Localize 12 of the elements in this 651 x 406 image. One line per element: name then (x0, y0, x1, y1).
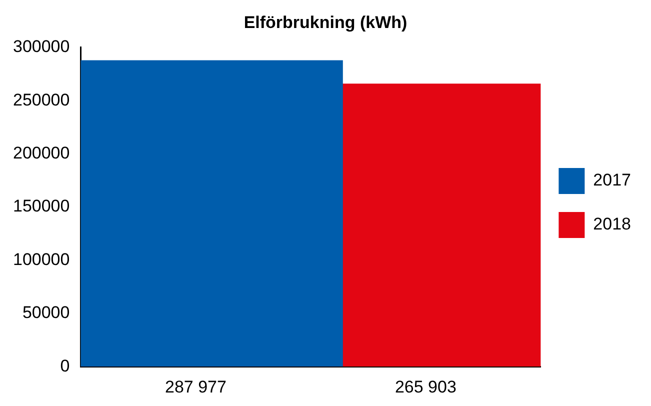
chart-title: Elförbrukning (kWh) (244, 12, 408, 32)
y-tick-label: 0 (60, 356, 70, 376)
y-tick-label: 250000 (12, 90, 70, 110)
y-tick-label: 150000 (12, 196, 70, 216)
x-tick-label: 265 903 (394, 377, 456, 396)
y-tick-label: 300000 (12, 37, 70, 56)
legend-label: 2017 (593, 170, 632, 190)
y-tick-label: 200000 (12, 143, 70, 162)
y-tick-label: 50000 (22, 303, 70, 322)
legend-label: 2018 (593, 214, 632, 234)
x-tick-label: 287 977 (164, 377, 226, 396)
y-tick-label: 100000 (12, 250, 70, 269)
